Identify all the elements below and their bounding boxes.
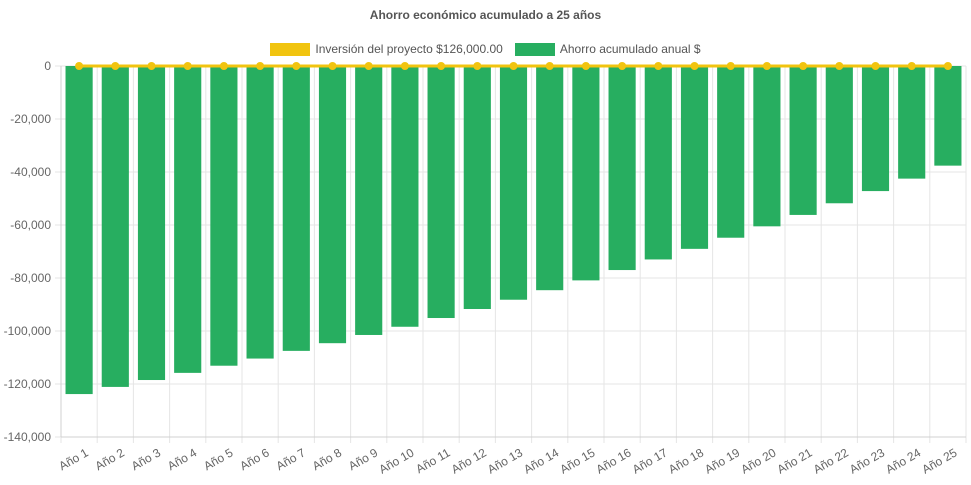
x-tick-label: Año 3	[129, 445, 163, 473]
x-tick-label: Año 25	[919, 445, 959, 476]
bar	[355, 66, 383, 335]
investment-point	[328, 62, 337, 70]
investment-point	[292, 62, 301, 70]
x-tick-label: Año 13	[485, 445, 525, 476]
x-tick-label: Año 12	[449, 445, 489, 476]
investment-point	[835, 62, 844, 70]
legend-label-savings: Ahorro acumulado anual $	[559, 42, 701, 56]
x-tick-label: Año 5	[201, 445, 235, 473]
investment-point	[726, 62, 735, 70]
bar	[680, 66, 709, 249]
x-tick-label: Año 6	[237, 445, 271, 473]
investment-point	[183, 62, 192, 70]
x-tick-label: Año 2	[93, 445, 127, 473]
y-tick-label: -40,000	[10, 165, 51, 179]
x-tick-label: Año 20	[738, 445, 778, 476]
x-tick-label: Año 8	[310, 445, 344, 473]
investment-point	[943, 62, 952, 70]
bar	[644, 66, 672, 260]
bar	[137, 66, 166, 381]
x-tick-label: Año 10	[376, 445, 416, 476]
bar	[101, 66, 129, 387]
investment-point	[545, 62, 554, 70]
bar	[789, 66, 817, 215]
bar	[65, 66, 93, 395]
bar	[391, 66, 419, 327]
x-tick-label: Año 15	[557, 445, 597, 476]
investment-point	[111, 62, 120, 70]
legend-label-investment: Inversión del proyecto $126,000.00	[315, 42, 503, 56]
investment-point	[762, 62, 771, 70]
x-tick-label: Año 22	[811, 445, 851, 476]
y-tick-label: -60,000	[10, 218, 51, 232]
investment-point	[581, 62, 590, 70]
investment-point	[907, 62, 916, 70]
bar	[753, 66, 781, 227]
bar	[825, 66, 853, 204]
bar	[536, 66, 564, 291]
bar	[717, 66, 745, 238]
bar	[210, 66, 238, 366]
bar	[608, 66, 636, 271]
x-tick-label: Año 19	[702, 445, 742, 476]
x-tick-label: Año 17	[630, 445, 670, 476]
legend-item-investment[interactable]: Inversión del proyecto $126,000.00	[270, 42, 503, 56]
y-tick-label: -20,000	[10, 112, 51, 126]
investment-point	[871, 62, 880, 70]
investment-point	[219, 62, 228, 70]
bar	[427, 66, 455, 319]
legend-swatch-investment	[270, 42, 311, 56]
y-tick-label: -120,000	[4, 377, 52, 391]
y-tick-label: 0	[44, 59, 51, 73]
bar	[861, 66, 890, 192]
legend-item-savings[interactable]: Ahorro acumulado anual $	[514, 42, 701, 56]
bar	[463, 66, 491, 310]
bar	[174, 66, 202, 373]
investment-point	[690, 62, 699, 70]
bar	[572, 66, 600, 281]
x-tick-label: Año 24	[883, 445, 923, 476]
investment-point	[618, 62, 627, 70]
x-tick-label: Año 7	[274, 445, 308, 473]
investment-point	[147, 62, 156, 70]
investment-point	[256, 62, 265, 70]
x-tick-label: Año 21	[775, 445, 815, 476]
investment-point	[364, 62, 373, 70]
investment-point	[654, 62, 663, 70]
investment-point	[400, 62, 409, 70]
x-tick-label: Año 23	[847, 445, 887, 476]
bar	[934, 66, 962, 166]
bar	[499, 66, 528, 300]
investment-point	[437, 62, 446, 70]
investment-point	[509, 62, 518, 70]
bar	[898, 66, 926, 179]
y-tick-label: -100,000	[4, 324, 52, 338]
legend-swatch-savings	[514, 42, 555, 56]
chart-title: Ahorro económico acumulado a 25 años	[369, 8, 602, 22]
bar	[282, 66, 310, 351]
x-tick-label: Año 11	[413, 445, 452, 476]
x-tick-label: Año 18	[666, 445, 706, 476]
investment-point	[75, 62, 84, 70]
bar	[318, 66, 347, 344]
bar	[246, 66, 274, 359]
chart-legend: Inversión del proyecto $126,000.00 Ahorr…	[0, 42, 971, 56]
x-tick-label: Año 4	[165, 445, 199, 473]
investment-point	[473, 62, 482, 70]
investment-point	[799, 62, 808, 70]
y-tick-label: -140,000	[4, 430, 52, 444]
x-tick-label: Año 16	[594, 445, 634, 476]
x-tick-label: Año 9	[346, 445, 380, 473]
x-tick-label: Año 1	[56, 445, 90, 473]
y-tick-label: -80,000	[10, 271, 51, 285]
x-tick-label: Año 14	[521, 445, 561, 476]
